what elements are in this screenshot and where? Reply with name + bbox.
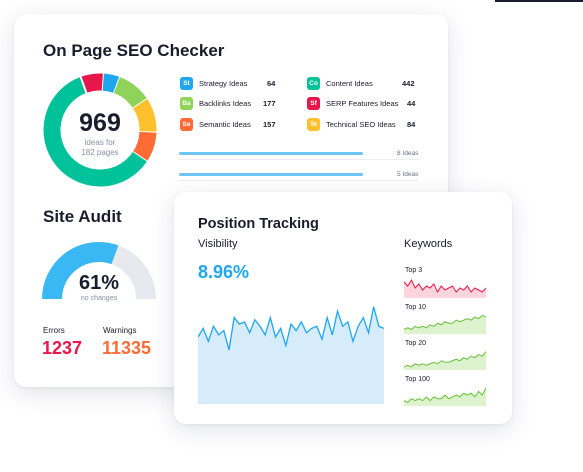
ideas-bar-row[interactable]: 8 Ideas — [179, 148, 419, 160]
donut-total: 969 — [79, 109, 121, 137]
ideas-bar-label: 8 Ideas — [397, 150, 419, 157]
site-audit-title: Site Audit — [43, 207, 122, 226]
idea-count: 64 — [267, 79, 276, 88]
serp-features-icon: Sf — [307, 96, 320, 110]
sparkline-line — [404, 278, 486, 294]
keyword-top20-sparkline — [404, 351, 486, 370]
idea-count: 84 — [407, 120, 416, 129]
idea-label: Technical SEO Ideas — [326, 119, 396, 129]
sparkline-line — [404, 351, 486, 368]
warnings-label: Warnings — [103, 326, 137, 335]
strategy-icon: St — [180, 76, 193, 90]
idea-technical-seo[interactable]: Te Technical SEO Ideas — [307, 117, 396, 131]
donut-subtitle-2: 182 pages — [81, 148, 119, 157]
sparkline-area — [404, 315, 486, 334]
donut-slice — [132, 131, 157, 162]
visibility-label: Visibility — [198, 238, 238, 250]
ideas-bar-row[interactable]: 5 Ideas — [179, 169, 419, 181]
donut-slice — [132, 99, 157, 133]
sparkline-area — [404, 387, 486, 406]
keyword-top100-sparkline — [404, 387, 486, 406]
visibility-area — [198, 306, 384, 404]
sparkline-line — [404, 314, 486, 330]
sparkline-line — [404, 387, 486, 403]
idea-label: Semantic Ideas — [199, 119, 251, 129]
ideas-bar — [179, 152, 364, 155]
visibility-line — [198, 306, 384, 351]
semantic-icon: Se — [180, 117, 193, 131]
idea-count: 177 — [263, 99, 276, 108]
idea-label: Strategy Ideas — [199, 78, 248, 88]
donut-subtitle-1: ideas for — [84, 138, 116, 147]
donut-slice — [80, 73, 104, 94]
content-icon: Co — [307, 76, 320, 90]
audit-center: 61% no changes — [64, 272, 134, 302]
seo-ideas-donut — [43, 72, 158, 187]
idea-backlinks[interactable]: Ba Backlinks Ideas — [180, 96, 251, 110]
idea-semantic[interactable]: Se Semantic Ideas — [180, 117, 251, 131]
donut-slice — [102, 73, 121, 94]
donut-center: 969 ideas for 182 pages — [67, 109, 133, 158]
keyword-top3-sparkline — [404, 278, 486, 298]
position-tracking-title: Position Tracking — [198, 216, 319, 232]
keyword-top10-sparkline — [404, 314, 486, 334]
idea-strategy[interactable]: St Strategy Ideas — [180, 76, 247, 90]
idea-content[interactable]: Co Content Ideas — [307, 76, 373, 90]
ideas-bar-label: 5 Ideas — [397, 171, 419, 178]
decorative-line — [495, 0, 583, 18]
sparkline-area — [404, 280, 486, 298]
keywords-label: Keywords — [404, 238, 453, 250]
seo-checker-title: On Page SEO Checker — [43, 41, 225, 60]
technical-seo-icon: Te — [307, 117, 320, 131]
idea-label: Backlinks Ideas — [199, 98, 252, 108]
warnings-value: 11335 — [102, 338, 152, 358]
ideas-bar — [179, 173, 364, 176]
position-tracking-card: Position Tracking Visibility 8.96% Keywo… — [174, 192, 512, 424]
errors-label: Errors — [43, 326, 65, 335]
idea-label: Content Ideas — [326, 78, 373, 88]
gauge-value-arc — [42, 242, 119, 300]
idea-serp-features[interactable]: Sf SERP Features Ideas — [307, 96, 398, 110]
visibility-chart — [198, 306, 384, 404]
idea-count: 442 — [402, 79, 415, 88]
keyword-row-label: Top 3 — [405, 267, 423, 274]
backlinks-icon: Ba — [180, 96, 193, 110]
site-audit-gauge — [42, 242, 156, 300]
sparkline-area — [404, 351, 486, 370]
keyword-row-label: Top 10 — [405, 304, 427, 311]
audit-subtitle: no changes — [80, 295, 118, 302]
idea-count: 44 — [407, 99, 416, 108]
keyword-row-label: Top 20 — [405, 340, 427, 347]
keyword-row-label: Top 100 — [405, 376, 430, 383]
donut-slice — [113, 77, 148, 109]
idea-count: 157 — [263, 120, 276, 129]
errors-value: 1237 — [42, 338, 83, 358]
donut-slice — [43, 76, 147, 187]
idea-label: SERP Features Ideas — [326, 98, 399, 108]
visibility-value: 8.96% — [198, 262, 250, 282]
audit-score: 61% — [78, 272, 120, 294]
